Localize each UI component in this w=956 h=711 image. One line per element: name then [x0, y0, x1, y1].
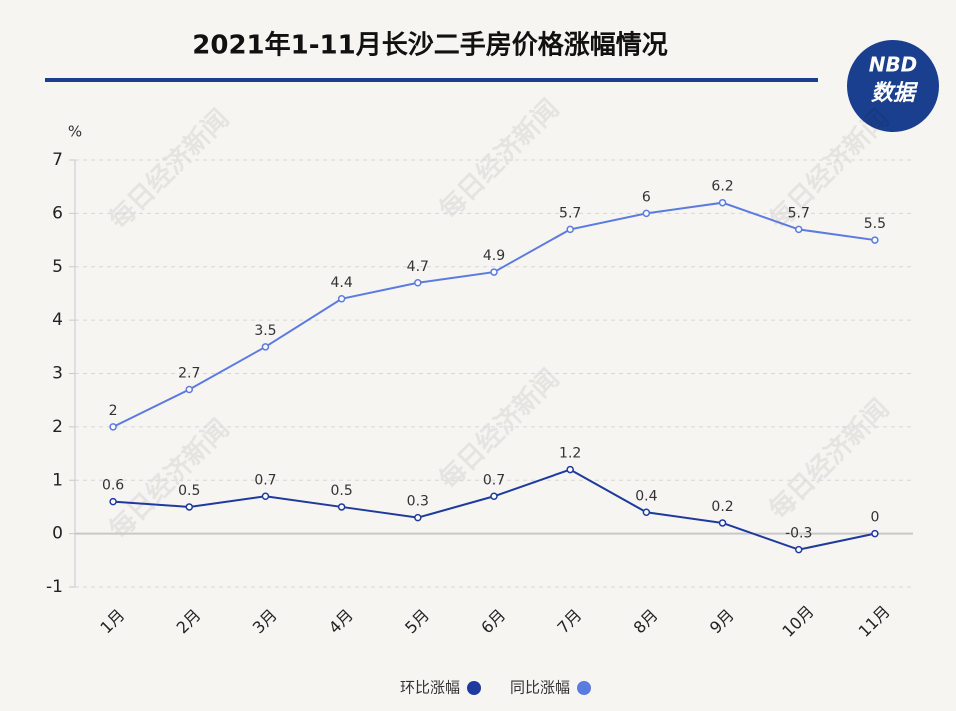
- data-label: 4.4: [331, 275, 353, 291]
- data-label: 0.4: [635, 488, 657, 504]
- data-label: 5.7: [559, 205, 581, 221]
- data-point: [566, 225, 574, 234]
- legend-marker: [577, 681, 592, 695]
- data-label: 4.7: [407, 259, 429, 275]
- data-label: 1.2: [559, 446, 581, 462]
- data-point: [718, 519, 727, 527]
- data-label: -0.3: [785, 526, 812, 542]
- data-point: [566, 465, 574, 474]
- y-tick-label: 1: [52, 470, 63, 490]
- data-label: 0.6: [102, 478, 124, 494]
- data-point: [414, 513, 422, 522]
- data-point: [261, 343, 270, 351]
- data-point: [871, 529, 879, 538]
- logo-text: 数据: [871, 81, 919, 106]
- data-point: [185, 503, 194, 511]
- data-label: 0.7: [483, 472, 505, 488]
- y-tick-label: -1: [46, 577, 63, 597]
- y-tick-label: 2: [52, 417, 63, 437]
- y-tick-label: 3: [52, 364, 63, 384]
- data-point: [109, 423, 117, 431]
- data-point: [490, 492, 498, 501]
- data-label: 4.9: [483, 248, 505, 264]
- data-label: 0.3: [407, 494, 429, 510]
- data-point: [261, 492, 270, 501]
- data-label: 5.5: [864, 216, 886, 232]
- title-underline: [45, 78, 818, 82]
- data-label: 5.7: [788, 205, 810, 221]
- data-point: [109, 497, 117, 506]
- data-point: [414, 279, 422, 287]
- data-label: 2: [109, 403, 118, 419]
- data-point: [718, 198, 727, 207]
- data-point: [337, 503, 346, 511]
- logo: [847, 40, 939, 132]
- y-tick-label: 4: [52, 310, 63, 330]
- chart-title: 2021年1-11月长沙二手房价格涨幅情况: [192, 30, 667, 61]
- data-label: 0.5: [331, 483, 353, 499]
- y-tick-label: 5: [52, 257, 63, 277]
- data-label: 3.5: [254, 323, 276, 339]
- data-point: [337, 295, 346, 303]
- legend-label: 环比涨幅: [400, 679, 460, 697]
- y-tick-label: 7: [52, 150, 63, 170]
- data-label: 6: [642, 189, 651, 205]
- data-point: [871, 236, 879, 244]
- data-label: 2.7: [178, 366, 200, 382]
- y-tick-label: 0: [52, 524, 63, 544]
- y-axis-label: %: [68, 123, 82, 141]
- data-point: [794, 225, 803, 234]
- legend-marker: [467, 681, 482, 695]
- data-point: [794, 545, 803, 554]
- data-point: [642, 508, 651, 517]
- data-label: 6.2: [711, 179, 733, 195]
- data-label: 0: [870, 510, 879, 526]
- data-point: [642, 209, 651, 218]
- legend-label: 同比涨幅: [510, 679, 570, 697]
- y-tick-label: 6: [52, 203, 63, 223]
- data-label: 0.2: [711, 499, 733, 515]
- data-label: 0.5: [178, 483, 200, 499]
- logo-text: NBD: [869, 53, 918, 77]
- data-label: 0.7: [254, 472, 276, 488]
- data-point: [490, 268, 498, 276]
- data-point: [185, 385, 194, 394]
